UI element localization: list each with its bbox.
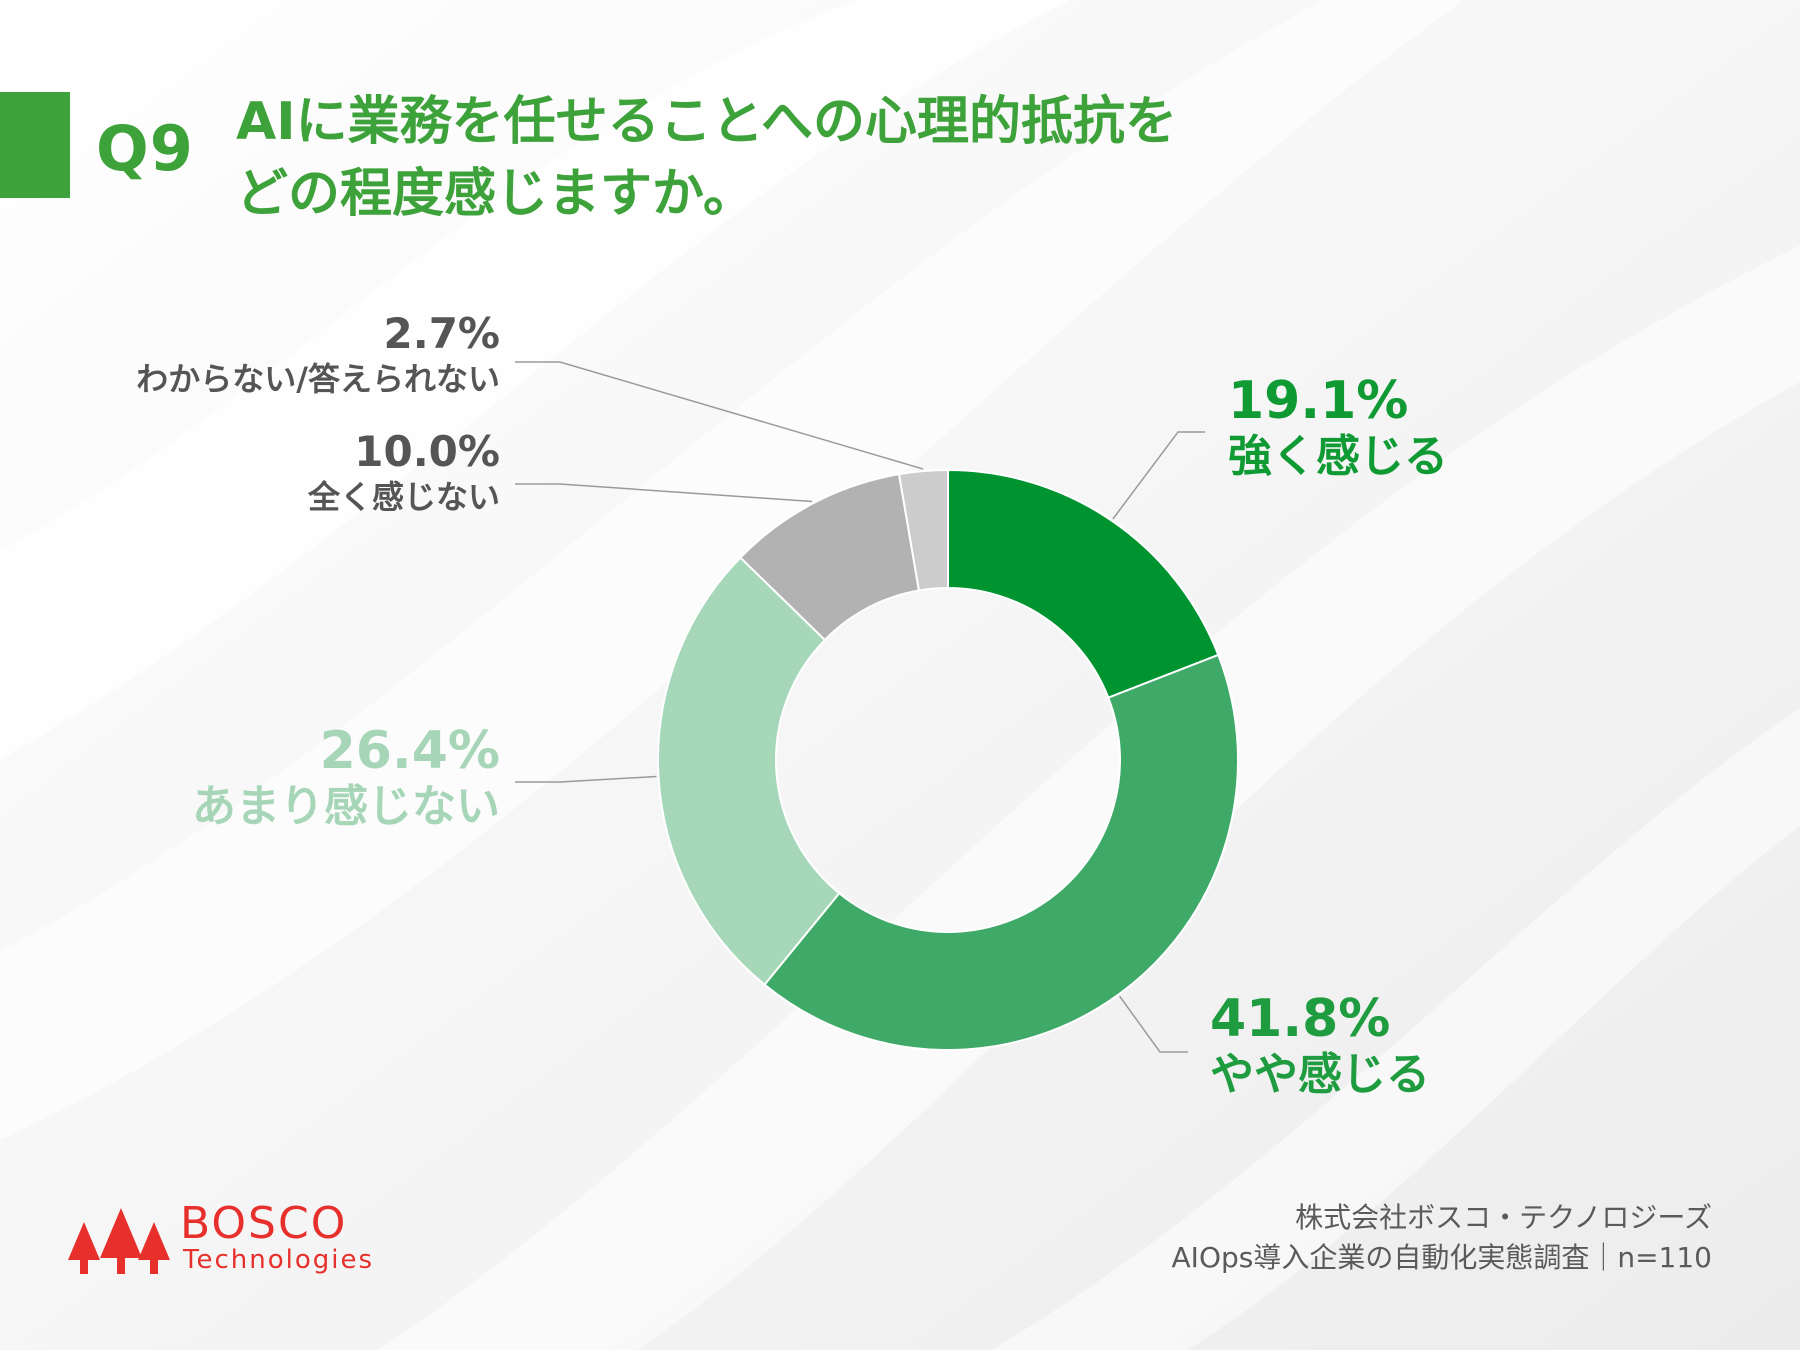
logo-name: BOSCO: [180, 1198, 348, 1249]
donut-slice: [657, 556, 841, 987]
bosco-logo-icon: [68, 1208, 170, 1274]
leader-line: [515, 483, 813, 503]
question-text: AIに業務を任せることへの心理的抵抗を どの程度感じますか。: [236, 86, 1236, 230]
slice-category: 強く感じる: [1228, 431, 1448, 482]
donut-slice: [763, 653, 1239, 1051]
leader-line: [1119, 995, 1188, 1053]
slice-label: 2.7% わからない/答えられない: [136, 310, 500, 400]
slice-percent: 10.0%: [354, 427, 500, 476]
slice-category: あまり感じない: [192, 781, 500, 832]
logo-subtitle: Technologies: [183, 1245, 375, 1275]
slice-label: 19.1% 強く感じる: [1228, 372, 1448, 484]
slice-label: 10.0% 全く感じない: [308, 428, 500, 518]
slice-category: やや感じる: [1210, 1049, 1430, 1100]
slice-percent: 41.8%: [1210, 989, 1391, 1049]
footer: 株式会社ボスコ・テクノロジーズ AIOps導入企業の自動化実態調査｜n=110: [1172, 1198, 1712, 1278]
slice-percent: 19.1%: [1228, 371, 1409, 431]
slice-label: 26.4% あまり感じない: [192, 722, 500, 834]
question-line-2: どの程度感じますか。: [236, 164, 755, 224]
leader-line: [515, 361, 924, 470]
question-marker: [0, 92, 70, 198]
donut-slice: [947, 468, 1220, 699]
slice-category: 全く感じない: [307, 478, 500, 516]
question-number: Q9: [96, 112, 194, 185]
leader-line: [515, 775, 657, 783]
slice-label: 41.8% やや感じる: [1210, 990, 1430, 1102]
donut-slice: [897, 468, 949, 592]
footer-company: 株式会社ボスコ・テクノロジーズ: [1295, 1201, 1712, 1234]
leader-line: [1112, 431, 1205, 520]
slice-percent: 26.4%: [319, 721, 500, 781]
slice-category: わからない/答えられない: [136, 360, 500, 398]
slice-percent: 2.7%: [383, 309, 500, 358]
footer-survey: AIOps導入企業の自動化実態調査｜n=110: [1171, 1241, 1712, 1274]
question-line-1: AIに業務を任せることへの心理的抵抗を: [236, 92, 1177, 152]
